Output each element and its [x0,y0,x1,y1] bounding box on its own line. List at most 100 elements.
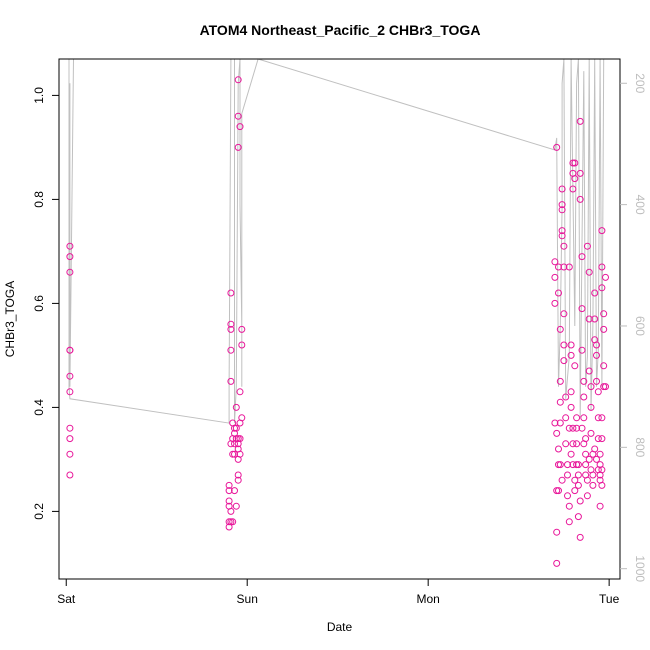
data-point [553,528,561,536]
data-point [238,325,246,333]
data-point [66,450,74,458]
data-point [556,419,564,427]
data-point [573,414,581,422]
plot-frame [58,58,621,580]
y-axis-label: CHBr3_TOGA [3,281,17,357]
data-point [558,232,566,240]
data-point [576,169,584,177]
data-point [66,372,74,380]
data-point [562,414,570,422]
data-point [556,325,564,333]
data-point [567,388,575,396]
data-point [571,159,579,167]
data-point [556,377,564,385]
data-point [232,424,240,432]
data-point [578,253,586,261]
right-tick-label: 200 [633,73,647,93]
points-group [66,76,609,567]
data-point [574,481,582,489]
x-axis-label: Date [327,620,353,634]
x-tick-label: Mon [417,592,440,606]
data-point [567,341,575,349]
data-point [585,367,593,375]
y-tick-label: 1.0 [32,87,46,104]
data-point [564,492,571,500]
data-point [66,424,74,432]
data-point [232,403,240,411]
data-point [576,533,584,541]
data-point [576,497,584,505]
data-point [602,273,609,281]
data-point [598,481,606,489]
data-point [596,502,604,510]
data-point [234,476,242,484]
right-axis: 200 400 600 800 1000 [620,73,647,582]
data-point [596,450,604,458]
data-point [594,388,602,396]
altitude-line-group [68,58,610,424]
data-point [567,351,575,359]
chart-title: ATOM4 Northeast_Pacific_2 CHBr3_TOGA [200,22,481,38]
data-point [565,502,573,510]
data-point [551,258,559,266]
data-point [567,450,575,458]
data-point [573,461,581,469]
data-point [555,487,562,495]
data-point [580,440,588,448]
data-point [234,76,242,84]
y-axis: 0.2 0.4 0.6 0.8 1.0 [32,87,59,520]
data-point [560,263,568,271]
data-point [555,263,562,271]
data-point [66,242,74,250]
data-point [598,284,606,292]
data-point [556,461,564,469]
data-point [234,112,242,120]
data-point [560,242,568,250]
data-point [227,320,235,328]
y-tick-label: 0.6 [32,295,46,312]
data-point [236,450,244,458]
right-tick-label: 600 [633,316,647,336]
data-point [225,497,233,505]
data-point [593,455,600,463]
data-point [598,263,606,271]
data-point [569,440,577,448]
data-point [66,388,74,396]
right-tick-label: 400 [633,195,647,215]
data-point [565,263,573,271]
data-point [555,289,562,297]
data-point [583,242,591,250]
data-point [593,341,600,349]
data-point [571,362,579,370]
data-point [565,424,573,432]
data-point [587,403,595,411]
data-point [553,143,561,151]
data-point [66,435,74,443]
data-point [574,471,582,479]
data-point [564,461,571,469]
right-tick-label: 1000 [633,555,647,582]
data-point [560,341,568,349]
data-point [227,346,235,354]
data-point [238,341,246,349]
data-point [234,143,242,151]
data-point [578,424,586,432]
right-tick-label: 800 [633,437,647,457]
data-point [560,357,568,365]
data-point [580,393,588,401]
data-point [591,289,599,297]
data-point [583,492,591,500]
data-point [553,559,561,567]
data-point [565,518,573,526]
data-point [569,159,577,167]
data-point [600,325,608,333]
data-point [551,299,559,307]
data-point [578,305,586,313]
data-point [585,455,593,463]
data-point [238,414,246,422]
data-point [571,476,579,484]
data-point [567,403,575,411]
data-point [573,424,581,432]
data-point [580,377,588,385]
data-point [587,383,595,391]
